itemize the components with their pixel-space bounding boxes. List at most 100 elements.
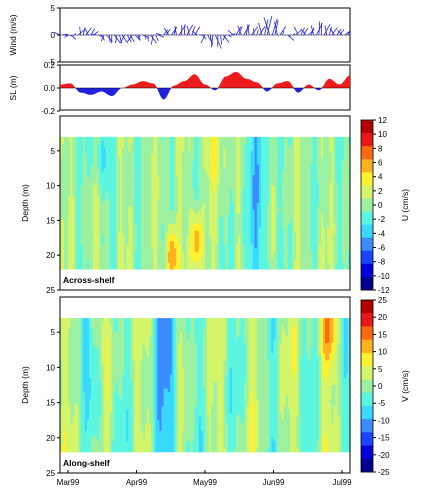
field-cell — [66, 154, 69, 159]
field-cell — [91, 223, 94, 228]
field-cell — [107, 203, 111, 207]
field-cell — [142, 209, 146, 214]
field-cell — [91, 248, 94, 253]
field-cell — [124, 140, 127, 145]
field-cell — [138, 230, 142, 235]
field-cell — [155, 223, 158, 228]
field-cell — [118, 244, 121, 249]
field-cell — [66, 140, 69, 145]
field-cell — [130, 241, 133, 246]
field-cell — [107, 248, 111, 253]
field-cell — [151, 206, 154, 211]
field-cell — [115, 157, 119, 162]
field-cell — [111, 244, 115, 249]
field-cell — [118, 206, 121, 211]
field-cell — [115, 175, 119, 180]
field-cell — [66, 178, 69, 183]
field-cell — [161, 157, 164, 162]
field-cell — [130, 147, 133, 152]
field-cell — [74, 223, 77, 228]
field-cell — [62, 216, 65, 221]
field-cell — [86, 216, 90, 221]
field-cell — [132, 237, 135, 242]
field-cell — [64, 230, 67, 235]
field-cell — [113, 161, 117, 166]
field-cell — [122, 220, 125, 225]
field-cell — [149, 213, 152, 218]
field-cell — [84, 147, 88, 152]
field-cell — [157, 143, 160, 148]
field-cell — [70, 255, 73, 260]
field-cell — [159, 213, 162, 218]
field-cell — [157, 171, 160, 176]
field-cell — [124, 251, 127, 256]
field-cell — [159, 237, 162, 242]
field-cell — [64, 185, 67, 190]
field-cell — [113, 220, 117, 225]
wind-stick — [337, 29, 343, 36]
field-cell — [136, 244, 140, 249]
field-cell — [95, 175, 98, 180]
field-cell — [78, 136, 82, 141]
field-cell — [165, 203, 169, 207]
field-cell — [136, 196, 140, 200]
field-cell — [115, 143, 119, 148]
field-cell — [103, 147, 106, 152]
field-cell — [109, 154, 113, 159]
field-cell — [68, 136, 71, 141]
wind-stick — [155, 34, 159, 42]
field-cell — [78, 265, 82, 270]
field-cell — [105, 206, 109, 211]
field-cell — [142, 230, 146, 235]
field-cell — [136, 220, 140, 225]
field-cell — [161, 227, 164, 232]
field-cell — [93, 192, 96, 197]
field-cell — [84, 150, 88, 155]
field-cell — [68, 171, 71, 176]
field-cell — [60, 227, 63, 232]
field-cell — [82, 244, 86, 249]
field-cell — [105, 189, 109, 193]
field-cell — [153, 244, 156, 249]
field-cell — [159, 206, 162, 211]
field-cell — [97, 143, 100, 148]
field-cell — [60, 237, 63, 242]
field-cell — [163, 248, 167, 253]
field-cell — [97, 223, 100, 228]
field-cell — [118, 161, 121, 166]
field-cell — [105, 161, 109, 166]
field-cell — [140, 150, 144, 155]
wind-stick — [282, 30, 285, 36]
field-cell — [113, 150, 117, 155]
field-cell — [151, 196, 154, 200]
field-cell — [86, 234, 90, 239]
field-cell — [124, 189, 127, 193]
field-cell — [136, 150, 140, 155]
field-cell — [124, 175, 127, 180]
wind-stick — [247, 25, 250, 36]
wind-stick — [64, 34, 69, 38]
field-cell — [99, 206, 102, 211]
field-cell — [134, 140, 138, 145]
field-cell — [82, 241, 86, 246]
field-cell — [124, 241, 127, 246]
field-cell — [147, 258, 150, 263]
field-cell — [68, 237, 71, 242]
wind-stick — [137, 34, 141, 39]
wind-stick — [300, 28, 307, 36]
wind-stick — [324, 25, 328, 36]
sea-level-panel: 0.20.0-0.2SL (m) — [8, 61, 351, 116]
field-cell — [155, 209, 158, 214]
field-cell — [138, 178, 142, 183]
field-cell — [118, 209, 121, 214]
field-cell — [138, 237, 142, 242]
field-cell — [95, 213, 98, 218]
field-cell — [113, 203, 117, 207]
field-cell — [138, 189, 142, 193]
field-cell — [107, 178, 111, 183]
field-cell — [134, 185, 138, 190]
wind-stick — [120, 34, 126, 43]
field-cell — [115, 196, 119, 200]
field-cell — [95, 265, 98, 270]
